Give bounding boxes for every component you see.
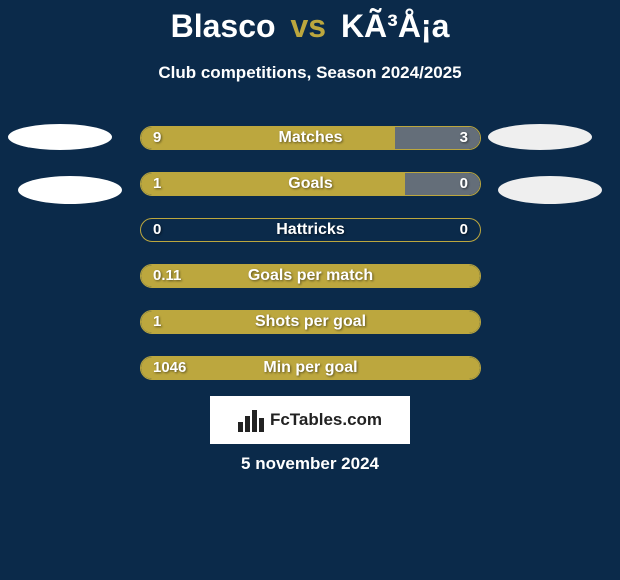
stat-label: Goals per match: [141, 265, 480, 287]
stat-value-right: 0: [460, 219, 468, 241]
stat-row: 9Matches3: [140, 126, 481, 150]
stat-label: Matches: [141, 127, 480, 149]
stat-row: 1Shots per goal: [140, 310, 481, 334]
stats-bars: 9Matches31Goals00Hattricks00.11Goals per…: [140, 126, 481, 402]
vs-text: vs: [290, 8, 326, 44]
player2-avatar-shadow: [488, 124, 592, 150]
stat-row: 0.11Goals per match: [140, 264, 481, 288]
player1-avatar-shadow: [8, 124, 112, 150]
stat-value-right: 0: [460, 173, 468, 195]
stat-row: 0Hattricks0: [140, 218, 481, 242]
logo-icon: [238, 408, 264, 432]
player1-name: Blasco: [171, 8, 276, 44]
player1-avatar-shadow: [18, 176, 122, 204]
stat-row: 1Goals0: [140, 172, 481, 196]
player2-avatar-shadow: [498, 176, 602, 204]
stat-value-right: 3: [460, 127, 468, 149]
fctables-logo: FcTables.com: [210, 396, 410, 444]
stat-row: 1046Min per goal: [140, 356, 481, 380]
logo-text: FcTables.com: [270, 410, 382, 430]
comparison-title: Blasco vs KÃ³Å¡a: [0, 0, 620, 45]
date-text: 5 november 2024: [0, 454, 620, 474]
player2-name: KÃ³Å¡a: [341, 8, 449, 44]
stat-label: Min per goal: [141, 357, 480, 379]
stat-label: Shots per goal: [141, 311, 480, 333]
stat-label: Hattricks: [141, 219, 480, 241]
stat-label: Goals: [141, 173, 480, 195]
subtitle: Club competitions, Season 2024/2025: [0, 63, 620, 83]
